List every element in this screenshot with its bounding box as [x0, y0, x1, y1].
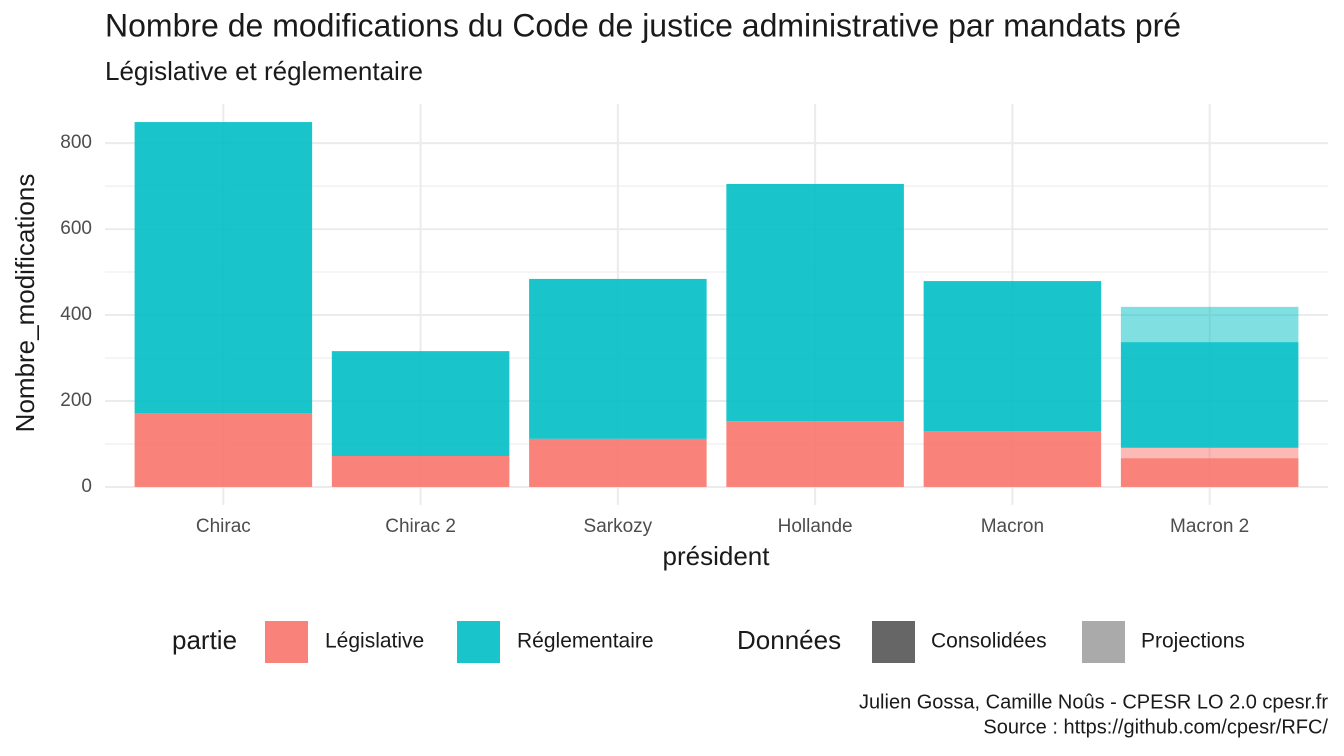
legend-title: Données	[737, 625, 841, 655]
bar	[1120, 342, 1299, 448]
bar	[331, 456, 510, 487]
bar	[923, 281, 1102, 432]
legend-title: partie	[172, 625, 237, 655]
x-tick-label: Chirac 2	[385, 516, 456, 537]
chart-title: Nombre de modifications du Code de justi…	[105, 7, 1181, 43]
bar	[1120, 458, 1299, 487]
x-tick-label: Sarkozy	[584, 516, 653, 537]
y-axis-title: Nombre_modifications	[10, 174, 40, 433]
caption: Source : https://github.com/cpesr/RFC/	[983, 716, 1328, 738]
legend-key	[872, 621, 915, 663]
projected-bar	[1120, 447, 1299, 459]
x-tick-label: Hollande	[778, 516, 853, 537]
y-tick-label: 600	[60, 218, 92, 239]
x-axis-title: président	[663, 541, 771, 571]
projected-bar	[1120, 306, 1299, 343]
legend: partie Législative Réglementaire Données Con…	[172, 621, 1245, 663]
legend-label: Législative	[325, 630, 424, 653]
y-tick-label: 0	[81, 476, 92, 497]
y-tick-label: 200	[60, 390, 92, 411]
x-tick-label: Macron	[981, 516, 1044, 537]
bar	[331, 351, 510, 457]
bar	[923, 431, 1102, 487]
bar	[529, 438, 707, 487]
legend-key	[265, 621, 308, 663]
bar	[726, 421, 904, 487]
bar	[726, 183, 904, 422]
bar	[134, 122, 313, 414]
legend-label: Consolidées	[931, 630, 1047, 653]
chart-subtitle: Législative et réglementaire	[105, 56, 423, 86]
legend-key	[1082, 621, 1125, 663]
x-tick-label: Macron 2	[1170, 516, 1249, 537]
x-tick-label: Chirac	[196, 516, 251, 537]
y-tick-label: 800	[60, 132, 92, 153]
bars	[134, 122, 1299, 487]
legend-label: Projections	[1141, 630, 1245, 653]
bar	[134, 413, 313, 487]
legend-label: Réglementaire	[517, 630, 654, 653]
y-tick-label: 400	[60, 304, 92, 325]
caption: Julien Gossa, Camille Noûs - CPESR LO 2.…	[859, 691, 1328, 713]
legend-key	[457, 621, 500, 663]
bar	[529, 278, 707, 439]
